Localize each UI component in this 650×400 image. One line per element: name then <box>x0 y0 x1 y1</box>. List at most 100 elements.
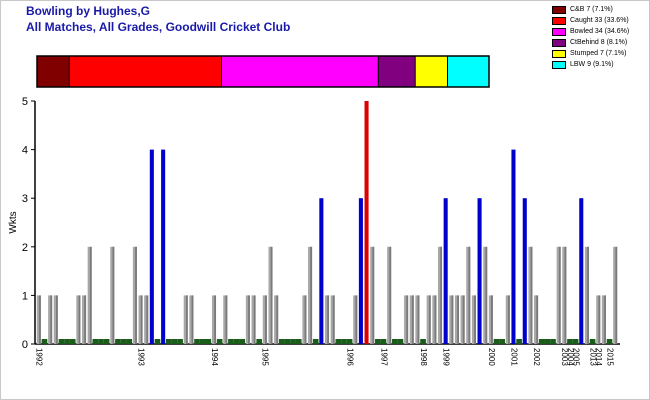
bar-zero <box>103 339 110 344</box>
legend-label-stumped: Stumped 7 (7.1%) <box>570 50 627 57</box>
bar <box>189 295 194 344</box>
bar-shade <box>304 295 307 344</box>
legend-label-lbw: LBW 9 (9.1%) <box>570 61 614 68</box>
bar-blue <box>161 149 166 344</box>
bar <box>601 295 606 344</box>
bar-shade <box>146 295 149 344</box>
bar-zero <box>154 339 161 344</box>
bar-shade <box>112 246 115 344</box>
bar <box>324 295 330 344</box>
bar-shade <box>191 295 194 344</box>
bar <box>471 295 476 344</box>
x-tick-label: 2003 <box>560 348 569 366</box>
bar <box>76 295 81 344</box>
bar <box>449 295 454 344</box>
legend-label-ctbehind: CtBehind 8 (8.1%) <box>570 39 628 46</box>
bar-shade <box>491 295 493 344</box>
bar <box>596 295 601 344</box>
bar <box>534 295 539 344</box>
bar-shade <box>140 295 143 344</box>
bar-shade <box>451 295 454 344</box>
bar <box>488 295 493 344</box>
bar <box>251 295 256 344</box>
x-tick-label: 1992 <box>35 348 44 366</box>
x-tick-label: 1996 <box>345 348 354 366</box>
bar <box>387 246 392 344</box>
x-tick-label: 2013 <box>588 348 597 366</box>
stack-bar-border <box>36 55 490 88</box>
y-axis-label: Wkts <box>8 211 19 233</box>
bar <box>53 295 58 344</box>
bar-blue <box>149 149 154 344</box>
bar-zero <box>544 339 551 344</box>
wicket-bars <box>36 101 618 344</box>
bar-shade <box>598 295 601 344</box>
bar-shade <box>310 246 313 344</box>
bar-zero <box>375 339 381 344</box>
dismissal-legend: C&B 7 (7.1%) Caught 33 (33.6%) Bowled 34… <box>552 4 629 70</box>
bar-shade <box>276 295 279 344</box>
bar-shade <box>185 295 188 344</box>
bar-shade <box>536 295 539 344</box>
legend-item-stumped: Stumped 7 (7.1%) <box>552 48 629 59</box>
bar-shade <box>411 295 414 344</box>
bar-zero <box>572 339 579 344</box>
bar-blue <box>477 198 482 344</box>
bar <box>483 246 488 344</box>
bar-zero <box>493 339 500 344</box>
bar-shade <box>389 246 392 344</box>
bar <box>528 246 533 344</box>
x-tick-label: 2002 <box>532 348 541 366</box>
bar <box>353 295 358 344</box>
bar-shade <box>468 246 471 344</box>
bar <box>460 295 465 344</box>
bar <box>437 246 443 344</box>
bar-zero <box>165 339 172 344</box>
bar <box>409 295 414 344</box>
bar-zero <box>199 339 206 344</box>
bar-shade <box>604 295 606 344</box>
chart-axes: 0 1 2 3 4 5 Wkts <box>8 96 620 351</box>
bar <box>36 295 41 344</box>
stack-segment-bowled <box>221 56 379 87</box>
bar <box>426 295 431 344</box>
bar-zero <box>92 339 99 344</box>
x-tick-label: 2001 <box>509 348 518 366</box>
chart-title: Bowling by Hughes,G <box>26 4 151 18</box>
bar-shade <box>135 246 137 344</box>
legend-item-lbw: LBW 9 (9.1%) <box>552 59 629 70</box>
bar <box>562 246 567 344</box>
legend-swatch-lbw <box>552 60 566 69</box>
bar-shade <box>474 295 476 344</box>
dismissal-stacked-bar <box>36 55 490 88</box>
bar <box>183 295 188 344</box>
bar <box>584 246 589 344</box>
bar-zero <box>341 339 347 344</box>
bar-red <box>364 101 369 344</box>
stack-segment-caught <box>69 56 222 87</box>
bar-zero <box>397 339 404 344</box>
legend-label-cb: C&B 7 (7.1%) <box>570 6 613 13</box>
bar-blue <box>511 149 516 344</box>
y-tick-label: 4 <box>22 145 28 157</box>
bar-zero <box>380 339 387 344</box>
x-tick-label: 1997 <box>379 348 388 366</box>
bar-shade <box>434 295 437 344</box>
bar-zero <box>64 339 70 344</box>
bar-shade <box>462 295 465 344</box>
bar-shade <box>89 246 92 344</box>
bar-shade <box>253 295 256 344</box>
bar-zero <box>290 339 296 344</box>
chart-subtitle: All Matches, All Grades, Goodwill Cricke… <box>26 20 291 34</box>
bar-zero <box>126 339 133 344</box>
bar-shade <box>564 246 567 344</box>
bar <box>613 246 618 344</box>
bar <box>144 295 149 344</box>
bar <box>262 295 267 344</box>
bar <box>432 295 437 344</box>
bar-zero <box>216 339 223 344</box>
bar-shade <box>406 295 409 344</box>
bar-zero <box>278 339 285 344</box>
bar-zero <box>516 339 522 344</box>
